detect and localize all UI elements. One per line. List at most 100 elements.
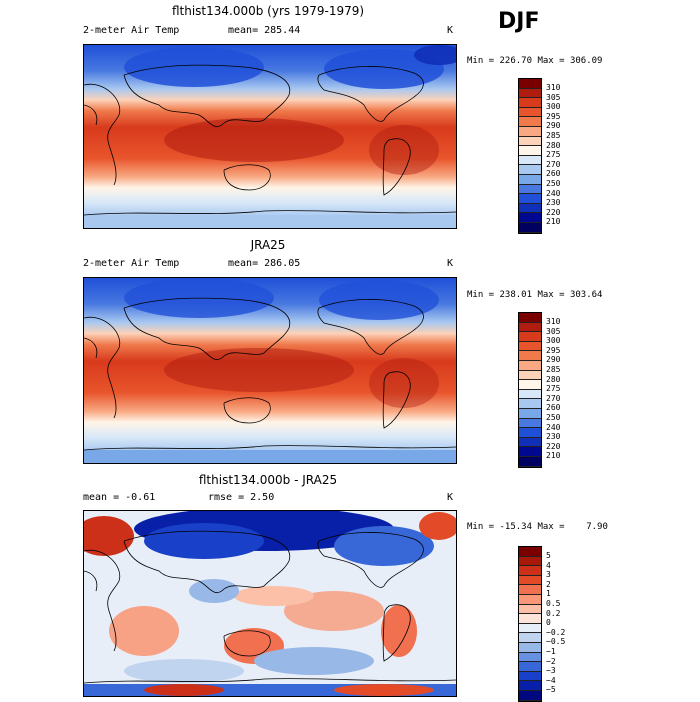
colorbar-tick-label: −0.2 (546, 627, 566, 637)
colorbar-tick-label: 240 (546, 188, 561, 198)
colorbar-swatch (519, 79, 541, 89)
panel1-title: flthist134.000b (yrs 1979-1979) (171, 4, 365, 18)
colorbar-tick-label: 0 (546, 618, 551, 628)
colorbar-swatch (519, 146, 541, 156)
colorbar-swatch (519, 341, 541, 352)
colorbar-swatch (519, 642, 541, 653)
coastlines (84, 530, 456, 684)
panel1-colorbar-labels: 310 305 300 295 290 285 280 275 270 260 250 240 230 2… (546, 83, 560, 227)
panel3-units: K (447, 492, 454, 503)
panel3-minmax: Min = -15.34 Max = 7.90 (467, 522, 608, 532)
colorbar-tick-label: 0.2 (546, 608, 561, 618)
colorbar-swatch (519, 213, 541, 223)
panel1-minmax: Min = 226.70 Max = 306.09 (467, 56, 603, 66)
colorbar-swatch (519, 662, 541, 672)
panel1-mean: mean= 285.44 (228, 25, 301, 36)
colorbar-swatch (519, 690, 541, 701)
colorbar-tick-label: −1 (546, 646, 556, 656)
colorbar-swatch (519, 428, 541, 438)
colorbar-tick-label: 0.5 (546, 598, 561, 608)
colorbar-tick-label: 275 (546, 150, 561, 160)
colorbar-swatch (519, 594, 541, 605)
panel2-mean: mean= 286.05 (228, 258, 301, 269)
colorbar-swatch (519, 222, 541, 233)
colorbar-swatch (519, 360, 541, 371)
colorbar-swatch (519, 399, 541, 409)
colorbar-tick-label: 4 (546, 560, 551, 570)
colorbar-swatch (519, 566, 541, 576)
colorbar-swatch (519, 623, 541, 634)
panel1-map (83, 44, 457, 229)
colorbar-swatch (519, 389, 541, 400)
panel1-colorbar (518, 78, 542, 234)
colorbar-tick-label: 290 (546, 121, 561, 131)
colorbar-swatch (519, 380, 541, 390)
panel3-colorbar (518, 546, 542, 702)
panel3-title: flthist134.000b - JRA25 (198, 473, 338, 487)
asia-cold-region (124, 47, 264, 87)
panel2-minmax: Min = 238.01 Max = 303.64 (467, 290, 603, 300)
colorbar-swatch (519, 332, 541, 342)
colorbar-tick-label: 300 (546, 336, 561, 346)
panel3-map (83, 510, 457, 697)
colorbar-tick-label: 270 (546, 393, 561, 403)
colorbar-swatch (519, 136, 541, 147)
colorbar-swatch (519, 203, 541, 214)
colorbar-tick-label: 270 (546, 159, 561, 169)
colorbar-swatch (519, 556, 541, 567)
colorbar-swatch (519, 681, 541, 691)
colorbar-tick-label: 220 (546, 441, 561, 451)
colorbar-tick-label: 280 (546, 140, 561, 150)
colorbar-tick-label: −0.5 (546, 637, 566, 647)
europe-warm-bias (84, 516, 134, 556)
colorbar-tick-label: 3 (546, 570, 551, 580)
colorbar-tick-label: 210 (546, 217, 561, 227)
colorbar-swatch (519, 447, 541, 457)
colorbar-swatch (519, 126, 541, 137)
colorbar-tick-label: 260 (546, 403, 561, 413)
panel2-variable-label: 2-meter Air Temp (83, 258, 180, 269)
colorbar-tick-label: 285 (546, 130, 561, 140)
colorbar-swatch (519, 437, 541, 448)
panel2-colorbar (518, 312, 542, 468)
colorbar-swatch (519, 351, 541, 361)
colorbar-swatch (519, 165, 541, 175)
colorbar-swatch (519, 313, 541, 323)
colorbar-tick-label: 1 (546, 589, 551, 599)
colorbar-swatch (519, 174, 541, 185)
colorbar-tick-label: 230 (546, 198, 561, 208)
colorbar-swatch (519, 604, 541, 615)
warm-pool (164, 348, 354, 392)
coastlines (84, 64, 456, 216)
colorbar-swatch (519, 614, 541, 624)
colorbar-tick-label: 260 (546, 169, 561, 179)
colorbar-swatch (519, 456, 541, 467)
colorbar-swatch (519, 585, 541, 595)
colorbar-swatch (519, 88, 541, 99)
colorbar-tick-label: 305 (546, 92, 561, 102)
colorbar-swatch (519, 652, 541, 663)
colorbar-tick-label: 2 (546, 579, 551, 589)
colorbar-swatch (519, 184, 541, 195)
colorbar-tick-label: 305 (546, 326, 561, 336)
colorbar-tick-label: 250 (546, 178, 561, 188)
colorbar-tick-label: 295 (546, 111, 561, 121)
colorbar-tick-label: 230 (546, 432, 561, 442)
panel1-units: K (447, 25, 454, 36)
panel1-variable-label: 2-meter Air Temp (83, 25, 180, 36)
colorbar-tick-label: −2 (546, 656, 556, 666)
colorbar-tick-label: 250 (546, 412, 561, 422)
colorbar-tick-label: 210 (546, 451, 561, 461)
colorbar-swatch (519, 547, 541, 557)
colorbar-swatch (519, 370, 541, 381)
colorbar-tick-label: −5 (546, 685, 556, 695)
colorbar-tick-label: 285 (546, 364, 561, 374)
colorbar-tick-label: 275 (546, 384, 561, 394)
season-label: DJF (498, 9, 540, 34)
panel3-rmse: rmse = 2.50 (208, 492, 275, 503)
colorbar-tick-label: 310 (546, 83, 561, 92)
colorbar-swatch (519, 194, 541, 204)
panel3-mean: mean = -0.61 (83, 492, 156, 503)
colorbar-swatch (519, 322, 541, 333)
colorbar-swatch (519, 408, 541, 419)
